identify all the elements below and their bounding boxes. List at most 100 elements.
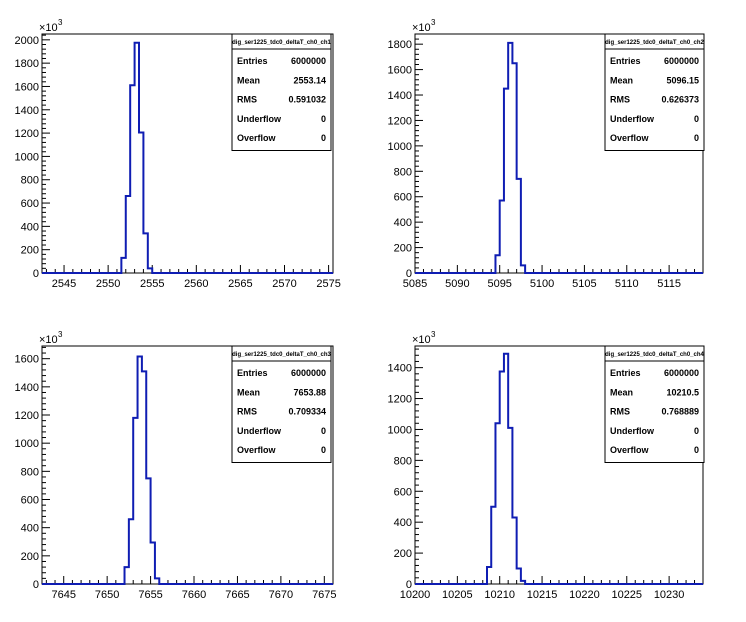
histogram-panel-1: 0 200 400 600 800 1000 1200 1400 1600 1800 2000×10… bbox=[15, 18, 341, 290]
x-tick-label: 2550 bbox=[96, 278, 120, 290]
histogram-bin bbox=[121, 258, 125, 273]
histogram-bin bbox=[148, 268, 152, 273]
histogram-bin bbox=[146, 478, 150, 584]
histogram-bin bbox=[133, 418, 137, 584]
y-tick-label: 1400 bbox=[388, 90, 412, 102]
histogram-bin bbox=[521, 265, 525, 273]
x-tick-label: 2565 bbox=[228, 278, 252, 290]
stats-label: Entries bbox=[610, 56, 641, 66]
x-tick-label: 10225 bbox=[611, 589, 642, 601]
stats-label: Overflow bbox=[610, 445, 650, 455]
stats-label: Mean bbox=[610, 387, 633, 397]
stats-value: 0 bbox=[321, 114, 326, 124]
histogram-bin bbox=[155, 578, 159, 584]
y-tick-label: 1000 bbox=[388, 141, 412, 153]
stats-label: Underflow bbox=[610, 114, 655, 124]
stats-value: 0 bbox=[694, 426, 699, 436]
stats-label: Underflow bbox=[237, 114, 282, 124]
x-tick-label: 7665 bbox=[225, 589, 249, 601]
stats-box-frame bbox=[231, 33, 332, 151]
y-tick-label: 400 bbox=[394, 217, 412, 229]
y-tick-label: 400 bbox=[21, 523, 39, 535]
x-tick-label: 10205 bbox=[442, 589, 473, 601]
histogram-bin bbox=[143, 233, 147, 273]
y-tick-label: 200 bbox=[21, 245, 39, 257]
histogram-bin bbox=[508, 43, 512, 273]
y-exponent-power: 3 bbox=[58, 330, 63, 339]
y-tick-label: 1600 bbox=[388, 65, 412, 77]
stats-value: 0 bbox=[321, 426, 326, 436]
stats-label: Mean bbox=[237, 387, 260, 397]
stats-label: RMS bbox=[610, 95, 630, 105]
stats-value: 0 bbox=[321, 133, 326, 143]
histogram-bin bbox=[487, 567, 491, 584]
x-tick-label: 5095 bbox=[487, 278, 511, 290]
histogram-bin bbox=[500, 372, 504, 585]
stats-value: 6000000 bbox=[664, 368, 699, 378]
stats-value: 7653.88 bbox=[293, 387, 326, 397]
histogram-bin bbox=[508, 428, 512, 584]
x-tick-label: 10220 bbox=[569, 589, 600, 601]
stats-label: Overflow bbox=[237, 133, 277, 143]
y-tick-label: 800 bbox=[21, 175, 39, 187]
y-tick-label: 200 bbox=[394, 243, 412, 255]
histogram-bin bbox=[517, 179, 521, 273]
stats-value: 5096.15 bbox=[666, 75, 699, 85]
y-tick-label: 200 bbox=[21, 551, 39, 563]
histogram-bin bbox=[129, 519, 133, 584]
stats-label: Mean bbox=[237, 75, 260, 85]
x-tick-label: 7670 bbox=[269, 589, 293, 601]
y-tick-label: 1400 bbox=[15, 105, 39, 117]
stats-value: 0.591032 bbox=[288, 95, 326, 105]
y-tick-label: 1000 bbox=[388, 424, 412, 436]
x-tick-label: 5100 bbox=[530, 278, 554, 290]
y-tick-label: 1200 bbox=[15, 128, 39, 140]
stats-label: Overflow bbox=[237, 445, 277, 455]
y-tick-label: 800 bbox=[21, 466, 39, 478]
stats-value: 2553.14 bbox=[293, 75, 326, 85]
histogram-bin bbox=[151, 542, 155, 584]
x-tick-label: 2575 bbox=[316, 278, 340, 290]
stats-label: Mean bbox=[610, 75, 633, 85]
stats-title: dig_ser1225_tdc0_deltaT_ch0_ch2 bbox=[605, 40, 704, 46]
stats-box: dig_ser1225_tdc0_deltaT_ch0_ch3 Entries 60… bbox=[231, 345, 332, 463]
y-tick-label: 0 bbox=[406, 579, 412, 591]
stats-value: 0.709334 bbox=[288, 407, 326, 417]
stats-label: Entries bbox=[237, 56, 268, 66]
histogram-bin bbox=[495, 255, 499, 273]
histogram-bin bbox=[130, 85, 134, 273]
stats-value: 0.626373 bbox=[661, 95, 699, 105]
x-tick-label: 7655 bbox=[138, 589, 162, 601]
y-tick-label: 1600 bbox=[15, 81, 39, 93]
y-tick-label: 1200 bbox=[388, 115, 412, 127]
x-tick-label: 5090 bbox=[445, 278, 469, 290]
y-exponent-label: ×10 bbox=[39, 22, 58, 34]
histogram-bin bbox=[512, 518, 516, 584]
x-tick-label: 5105 bbox=[572, 278, 596, 290]
histogram-bin bbox=[495, 423, 499, 584]
histogram-bin bbox=[138, 357, 142, 584]
y-tick-label: 1200 bbox=[15, 410, 39, 422]
histogram-bin bbox=[504, 354, 508, 584]
y-tick-label: 600 bbox=[394, 192, 412, 204]
stats-label: RMS bbox=[237, 95, 257, 105]
y-tick-label: 0 bbox=[406, 268, 412, 280]
histogram-bin bbox=[139, 133, 143, 273]
stats-label: RMS bbox=[237, 407, 257, 417]
x-tick-label: 2560 bbox=[184, 278, 208, 290]
histogram-line bbox=[415, 41, 703, 274]
x-tick-label: 5115 bbox=[657, 278, 681, 290]
stats-label: Overflow bbox=[610, 133, 650, 143]
stats-label: RMS bbox=[610, 407, 630, 417]
y-tick-label: 600 bbox=[394, 486, 412, 498]
x-tick-label: 7660 bbox=[182, 589, 206, 601]
histogram-bin bbox=[512, 63, 516, 273]
stats-box-frame bbox=[604, 33, 705, 151]
x-tick-label: 7675 bbox=[312, 589, 336, 601]
x-tick-label: 10230 bbox=[654, 589, 685, 601]
histogram-bin bbox=[504, 89, 508, 273]
stats-title: dig_ser1225_tdc0_deltaT_ch0_ch3 bbox=[232, 352, 331, 358]
y-tick-label: 800 bbox=[394, 455, 412, 467]
x-tick-label: 2570 bbox=[272, 278, 296, 290]
x-tick-label: 10200 bbox=[400, 589, 431, 601]
